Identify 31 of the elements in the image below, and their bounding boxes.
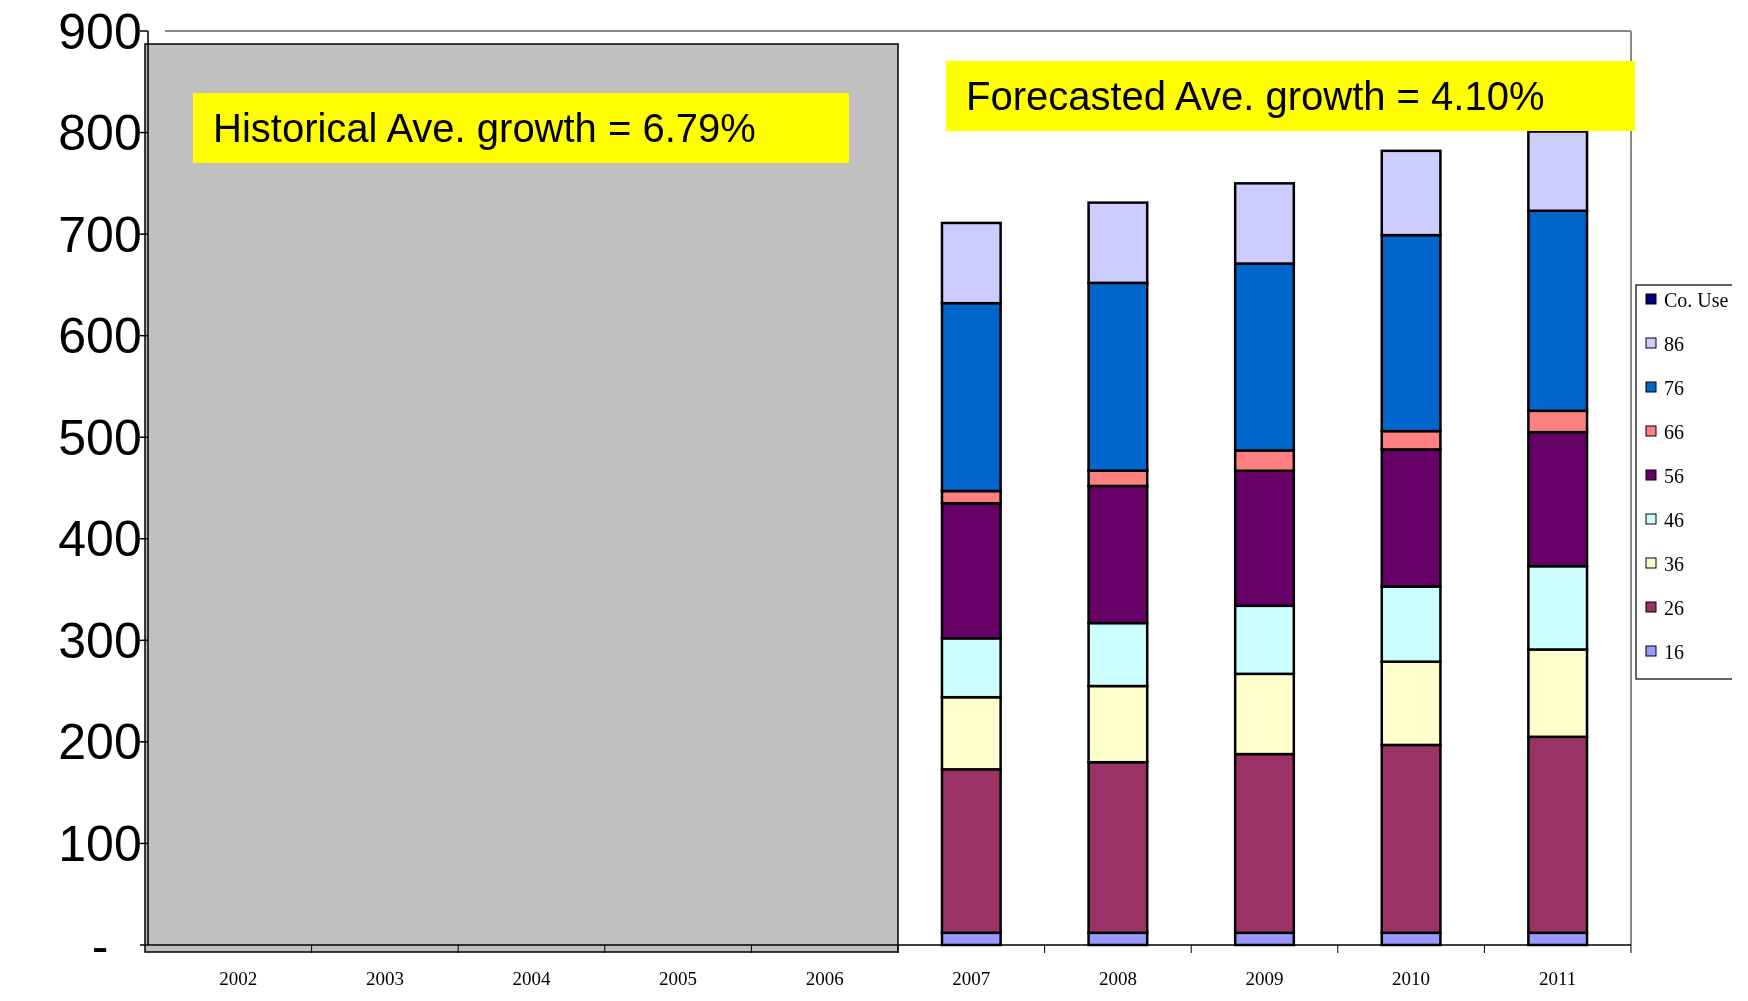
- x-tick-label: 2008: [1098, 968, 1137, 989]
- legend-label: 46: [1664, 509, 1684, 531]
- y-tick-label: 100: [58, 815, 142, 872]
- y-tick-label: 300: [58, 612, 142, 669]
- y-tick-label: 200: [58, 714, 142, 771]
- legend-label: 66: [1664, 421, 1684, 443]
- y-tick-label: 500: [58, 409, 142, 466]
- legend-label: 16: [1664, 641, 1684, 663]
- x-tick-label: 2009: [1245, 968, 1284, 989]
- legend-label: 76: [1664, 377, 1684, 399]
- y-tick-label: -: [91, 917, 109, 974]
- legend-label: Co. Use: [1664, 289, 1729, 311]
- annotation: Forecasted Ave. growth = 4.10%: [966, 74, 1545, 118]
- x-tick-label: 2007: [952, 968, 991, 989]
- legend-label: 56: [1664, 465, 1684, 487]
- y-tick-label: 600: [58, 308, 142, 365]
- y-tick-label: 900: [58, 3, 142, 60]
- legend-label: 36: [1664, 553, 1684, 575]
- legend-label: 86: [1664, 333, 1684, 355]
- x-tick-label: 2005: [659, 968, 698, 989]
- y-tick-label: 400: [58, 511, 142, 568]
- y-tick-label: 700: [58, 206, 142, 263]
- x-tick-label: 2002: [219, 968, 258, 989]
- x-tick-label: 2006: [805, 968, 844, 989]
- x-tick-label: 2003: [365, 968, 404, 989]
- x-tick-label: 2004: [512, 968, 551, 989]
- y-tick-label: 800: [58, 105, 142, 162]
- x-tick-label: 2011: [1539, 968, 1577, 989]
- legend-label: 26: [1664, 597, 1684, 619]
- x-tick-label: 2010: [1392, 968, 1431, 989]
- annotation: Historical Ave. growth = 6.79%: [213, 106, 756, 150]
